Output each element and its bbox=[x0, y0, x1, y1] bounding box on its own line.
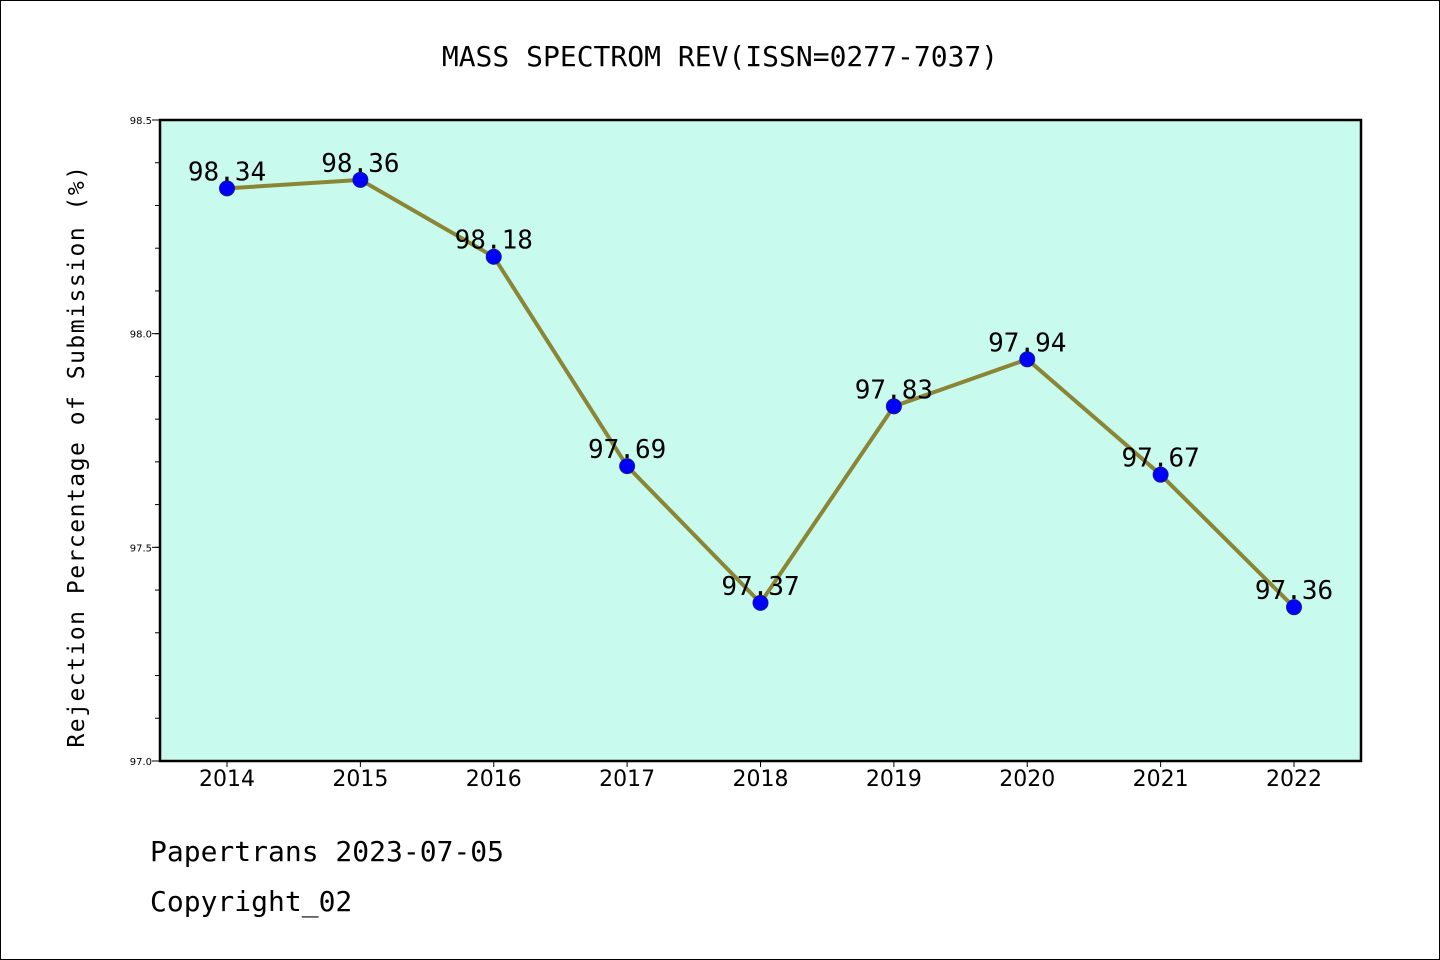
data-label: 97.94 bbox=[988, 328, 1066, 358]
x-tick-label: 2016 bbox=[466, 767, 522, 792]
data-point-marker bbox=[1286, 599, 1302, 616]
y-tick-label: 97.5 bbox=[130, 543, 152, 554]
footer-copyright-text: Copyright_02 bbox=[150, 885, 353, 918]
data-label: 97.36 bbox=[1255, 576, 1333, 606]
x-tick-label: 2015 bbox=[332, 767, 388, 792]
data-label: 98.18 bbox=[455, 226, 533, 256]
y-axis-label: Rejection Percentage of Submission (%) bbox=[64, 164, 90, 747]
chart-title: MASS SPECTROM REV(ISSN=0277-7037) bbox=[442, 40, 998, 73]
data-label: 97.83 bbox=[855, 375, 933, 405]
plot-border bbox=[158, 118, 1363, 763]
x-tick-label: 2022 bbox=[1266, 767, 1322, 792]
data-label: 98.34 bbox=[188, 157, 266, 187]
data-point-marker bbox=[885, 398, 902, 415]
x-tick-label: 2017 bbox=[599, 767, 655, 792]
y-tick-label: 97.0 bbox=[130, 757, 152, 768]
data-point-marker bbox=[619, 458, 636, 475]
data-point-marker bbox=[1019, 351, 1036, 368]
x-tick-label: 2018 bbox=[733, 767, 789, 792]
data-point-marker bbox=[485, 248, 502, 265]
data-label: 97.69 bbox=[588, 435, 666, 465]
data-point-marker bbox=[219, 180, 235, 197]
data-point-marker bbox=[752, 594, 769, 611]
y-tick-label: 98.5 bbox=[130, 116, 152, 127]
x-tick-label: 2019 bbox=[866, 767, 922, 792]
data-point-marker bbox=[1152, 466, 1169, 483]
data-label: 97.37 bbox=[721, 572, 799, 602]
x-tick-label: 2021 bbox=[1133, 767, 1189, 792]
data-label: 97.67 bbox=[1121, 444, 1199, 474]
data-label: 98.36 bbox=[321, 149, 399, 179]
x-tick-label: 2020 bbox=[999, 767, 1055, 792]
data-point-marker bbox=[352, 171, 369, 188]
x-tick-label: 2014 bbox=[199, 767, 255, 792]
y-tick-label: 98.0 bbox=[130, 330, 152, 341]
plot-area bbox=[160, 120, 1361, 761]
footer-date-text: Papertrans 2023-07-05 bbox=[150, 835, 505, 868]
